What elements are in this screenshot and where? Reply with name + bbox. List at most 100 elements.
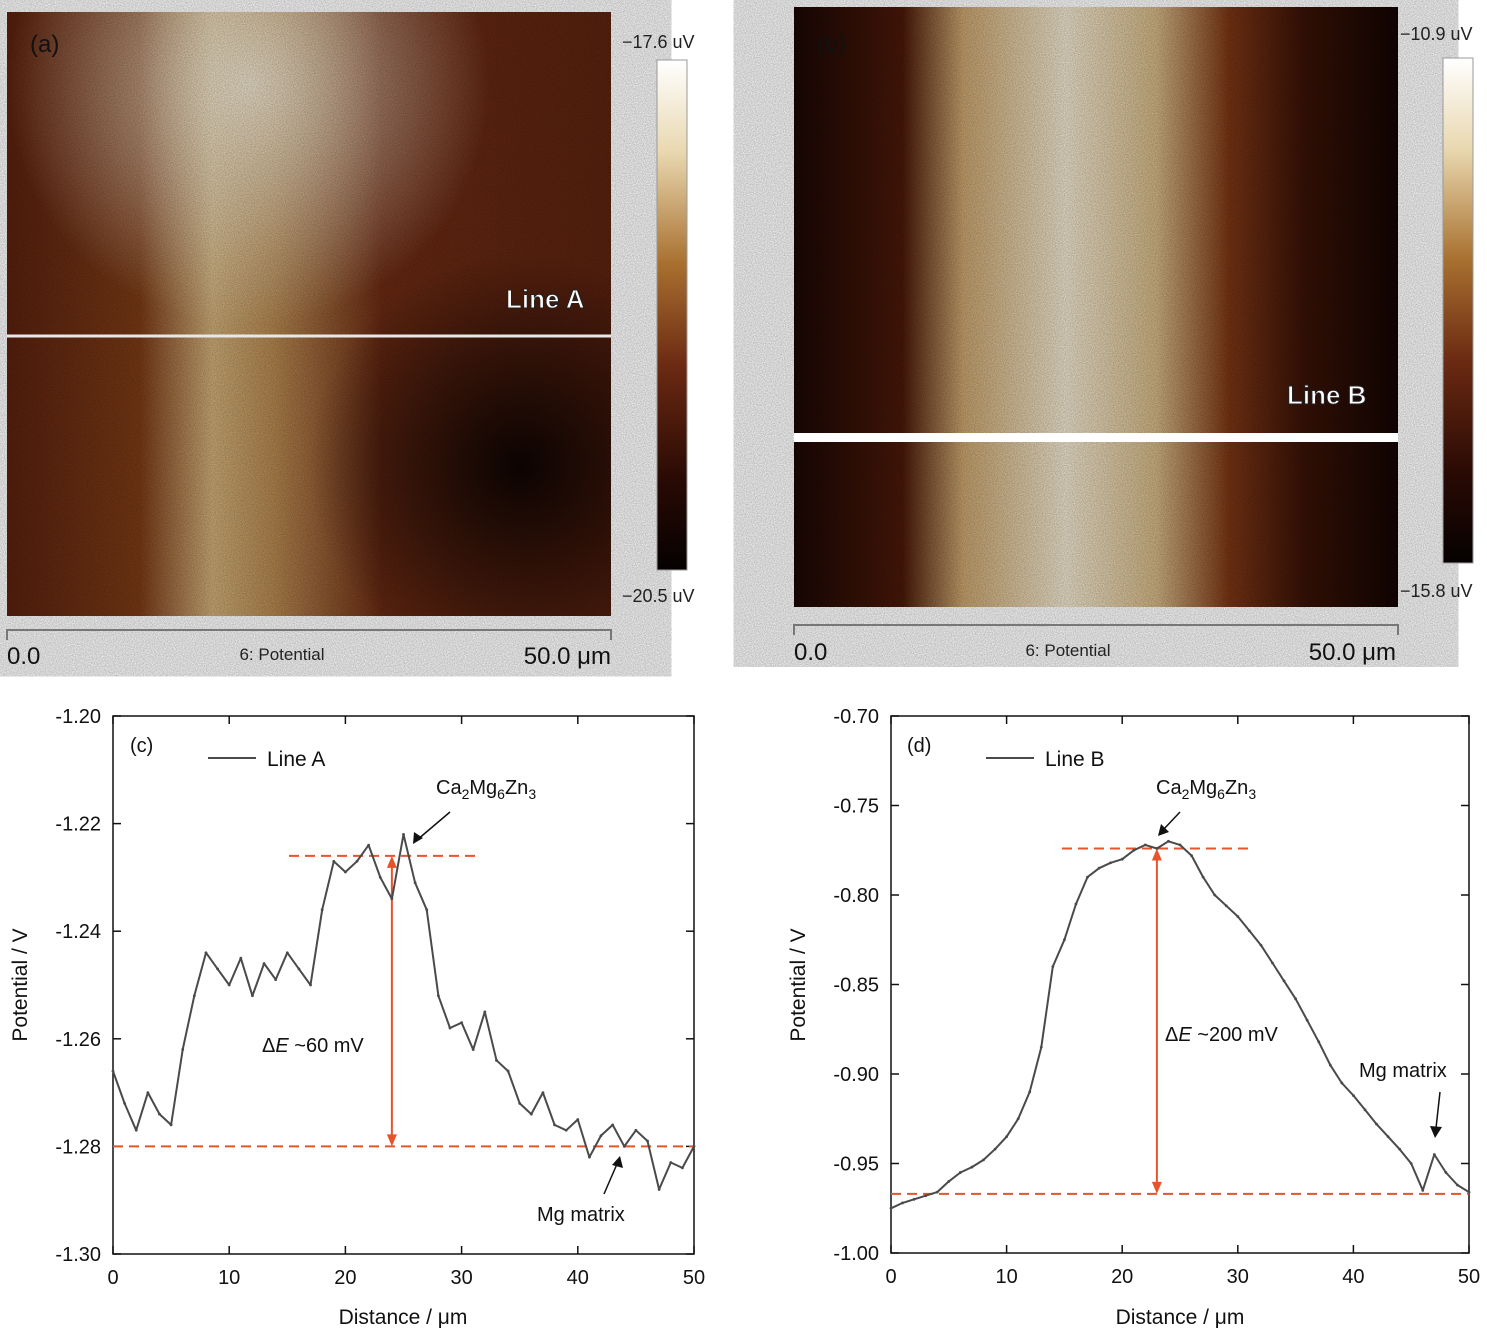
- matrix-label-c: Mg matrix: [537, 1204, 625, 1226]
- data-point-d: [1421, 1188, 1425, 1192]
- data-point-c: [425, 908, 429, 912]
- kpfm-panel-a: (a) Line A −17.6 uV −20.5 uV 0.0 6: Pote…: [6, 12, 695, 670]
- data-point-c: [622, 1145, 626, 1148]
- data-point-c: [564, 1128, 568, 1132]
- delta-label-c: ΔE ~60 mV: [262, 1035, 364, 1057]
- scale-max-a: −17.6 uV: [622, 32, 695, 52]
- data-point-d: [1155, 847, 1159, 850]
- y-tick-label-d: -0.90: [833, 1064, 879, 1086]
- data-point-c: [390, 897, 394, 901]
- line-label-b: Line B: [1287, 380, 1366, 410]
- data-point-c: [529, 1112, 533, 1116]
- reference-lines-c: [113, 854, 694, 1148]
- x-tick-label-d: 40: [1342, 1266, 1364, 1288]
- y-tick-label-c: -1.22: [55, 814, 101, 836]
- x-tick-label-c: 0: [107, 1267, 118, 1289]
- data-point-d: [1467, 1190, 1471, 1194]
- delta-arrowhead-top-c: [386, 855, 397, 868]
- x-axis-label-d: Distance / μm: [1116, 1306, 1245, 1329]
- data-point-d: [1305, 1018, 1309, 1022]
- data-point-c: [692, 1145, 696, 1148]
- data-point-d: [1386, 1135, 1390, 1139]
- x-axis-label-c: Distance / μm: [339, 1306, 468, 1329]
- scan-axis-bracket-b: [793, 624, 1399, 635]
- data-point-c: [158, 1112, 161, 1116]
- data-point-d: [1271, 961, 1274, 965]
- data-point-c: [402, 832, 405, 836]
- data-point-c: [576, 1118, 580, 1121]
- plot-frame-c: [112, 715, 695, 1255]
- matrix-arrowhead-c: [612, 1156, 623, 1168]
- scan-axis-bracket-a: [6, 629, 612, 640]
- data-point-d: [889, 1206, 893, 1210]
- series-line-a-trace: [112, 833, 695, 1191]
- y-axis-label-d: Potential / V: [787, 928, 810, 1041]
- data-point-d: [1375, 1122, 1378, 1126]
- data-point-d: [993, 1147, 997, 1151]
- data-point-c: [146, 1091, 150, 1094]
- data-point-c: [599, 1134, 603, 1138]
- data-point-d: [1028, 1090, 1032, 1094]
- line-profile-chart-b: -1.00 -0.95 -0.90 -0.85 -0.80 -0.75 -0.70 0 10 2…: [787, 706, 1480, 1329]
- data-point-d: [1317, 1040, 1321, 1044]
- data-point-d: [935, 1190, 939, 1194]
- line-profile-chart-a: -1.30 -1.28 -1.26 -1.24 -1.22 -1.20 0 10 20 30 40…: [9, 706, 705, 1329]
- data-point-d: [1086, 875, 1089, 879]
- x-axis-ticks-c: 0 10 20 30 40 50: [107, 716, 705, 1289]
- data-point-c: [134, 1128, 138, 1132]
- delta-label-d: ΔE ~200 mV: [1165, 1024, 1279, 1046]
- panel-label-b: (b): [817, 31, 846, 58]
- legend-label-c: Line A: [267, 748, 325, 771]
- data-point-c: [669, 1161, 673, 1164]
- data-point-d: [901, 1201, 904, 1205]
- y-axis-ticks-d: -1.00 -0.95 -0.90 -0.85 -0.80 -0.75 -0.70: [833, 706, 1469, 1265]
- data-point-d: [1398, 1147, 1402, 1151]
- phase-arrowhead-c: [413, 832, 423, 844]
- y-axis-label-c: Potential / V: [9, 928, 32, 1041]
- scan-axis-start-b: 0.0: [794, 639, 827, 666]
- data-point-d: [1456, 1183, 1459, 1187]
- phase-label-c: Ca2Mg6Zn3: [436, 777, 536, 802]
- data-point-c: [262, 962, 266, 965]
- data-point-c: [657, 1188, 661, 1191]
- data-point-c: [553, 1123, 556, 1127]
- data-point-c: [367, 843, 371, 847]
- data-point-d: [1120, 857, 1124, 861]
- x-tick-label-d: 30: [1227, 1266, 1249, 1288]
- data-point-d: [1016, 1117, 1020, 1121]
- delta-arrowhead-top-d: [1151, 848, 1162, 861]
- data-point-c: [285, 951, 289, 955]
- data-point-d: [1074, 902, 1078, 906]
- y-axis-ticks-c: -1.30 -1.28 -1.26 -1.24 -1.22 -1.20: [55, 706, 694, 1266]
- data-point-d: [1063, 938, 1066, 942]
- y-tick-label-c: -1.28: [55, 1136, 101, 1158]
- data-point-d: [1178, 843, 1182, 847]
- color-scale-bar-a: [656, 59, 688, 571]
- reference-lines-d: [891, 847, 1469, 1195]
- data-point-d: [1340, 1081, 1344, 1085]
- data-point-d: [1132, 848, 1136, 852]
- data-point-c: [332, 859, 336, 863]
- data-point-c: [181, 1048, 185, 1051]
- scale-min-b: −15.8 uV: [1400, 581, 1473, 601]
- data-point-d: [1432, 1153, 1436, 1156]
- data-point-d: [1213, 893, 1217, 897]
- data-point-c: [460, 1021, 463, 1025]
- y-tick-label-d: -0.80: [833, 885, 879, 907]
- data-point-c: [483, 1010, 487, 1014]
- data-point-c: [611, 1123, 615, 1127]
- data-point-c: [413, 881, 417, 885]
- y-tick-label-c: -1.30: [55, 1244, 101, 1266]
- potential-map-b-texture: [794, 7, 1398, 607]
- legend-label-d: Line B: [1045, 748, 1105, 771]
- matrix-arrowhead-d: [1430, 1126, 1442, 1138]
- matrix-arrow-c: [603, 1163, 618, 1195]
- data-point-d: [1109, 861, 1113, 865]
- y-tick-label-c: -1.26: [55, 1029, 101, 1051]
- data-point-d: [1236, 915, 1240, 918]
- data-point-c: [192, 994, 196, 998]
- y-tick-label-d: -0.70: [833, 706, 879, 728]
- data-point-c: [274, 978, 278, 982]
- data-point-d: [1167, 839, 1170, 843]
